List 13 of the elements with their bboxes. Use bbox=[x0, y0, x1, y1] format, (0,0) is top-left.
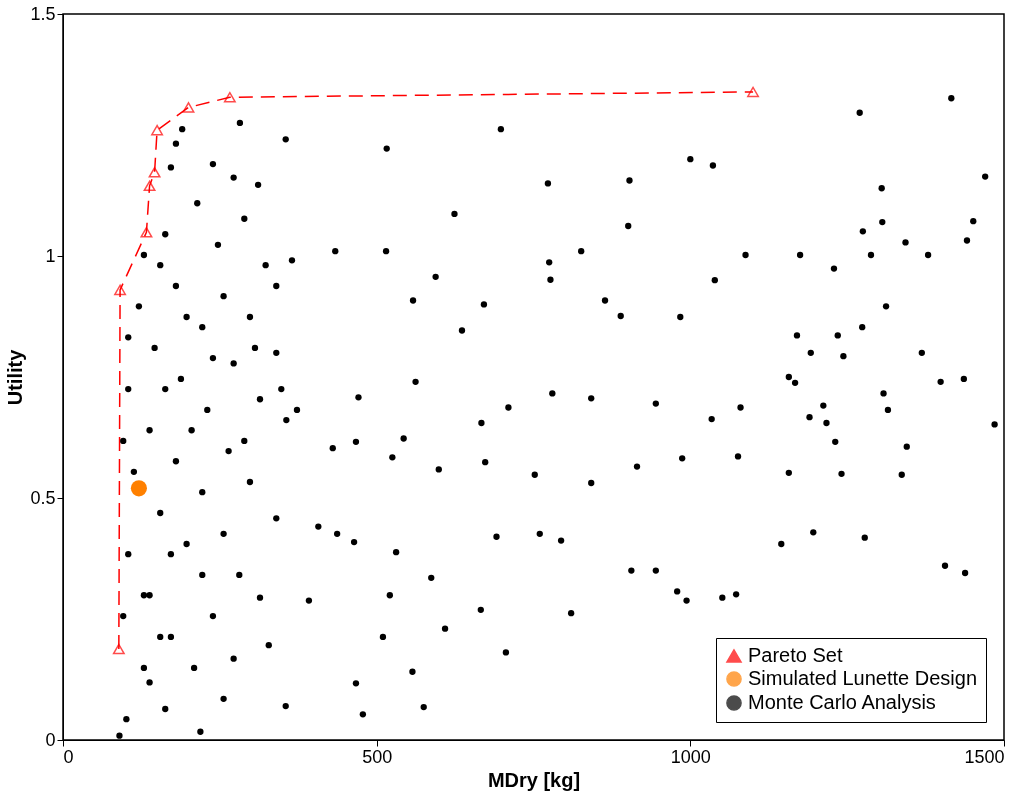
y-axis-title: Utility bbox=[4, 348, 27, 406]
legend-label: Pareto Set bbox=[748, 644, 843, 666]
x-tick-label: 0 bbox=[63, 746, 74, 767]
x-tick-label: 1000 bbox=[670, 746, 711, 767]
y-tick-label: 1 bbox=[45, 245, 56, 266]
x-axis-title: MDry [kg] bbox=[487, 768, 581, 791]
legend-label: Monte Carlo Analysis bbox=[748, 691, 936, 713]
y-tick-label: 0.5 bbox=[30, 487, 56, 508]
x-tick-label: 500 bbox=[362, 746, 393, 767]
y-tick-label: 0 bbox=[45, 729, 56, 750]
x-tick-label: 1500 bbox=[964, 746, 1005, 767]
legend-label: Simulated Lunette Design bbox=[748, 667, 978, 689]
y-tick-label: 1.5 bbox=[30, 3, 56, 24]
